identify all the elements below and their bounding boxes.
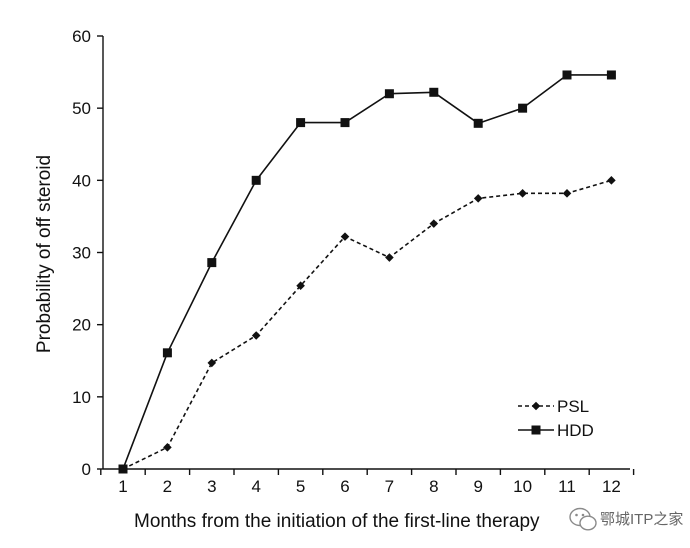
- data-point-hdd: [606, 70, 616, 80]
- y-tick-label: 0: [82, 460, 91, 479]
- data-point-psl: [429, 219, 439, 228]
- data-point-psl: [251, 331, 261, 340]
- series-line-hdd: [122, 74, 612, 470]
- y-tick-label: 40: [72, 171, 91, 190]
- data-point-hdd: [162, 348, 172, 358]
- data-point-hdd: [429, 87, 439, 97]
- series-psl: [118, 176, 616, 474]
- data-point-hdd: [473, 118, 483, 128]
- y-tick-label: 10: [72, 388, 91, 407]
- data-point-psl: [473, 194, 483, 203]
- data-point-psl: [207, 358, 217, 368]
- y-tick-label: 60: [72, 27, 91, 46]
- series-line-psl: [122, 179, 612, 470]
- x-tick-label: 12: [602, 477, 621, 496]
- data-point-hdd: [296, 118, 306, 128]
- y-tick-label: 30: [72, 244, 91, 263]
- watermark: 鄂城ITP之家: [569, 507, 683, 531]
- series-hdd: [118, 70, 616, 474]
- data-point-hdd: [118, 464, 128, 474]
- x-tick-label: 2: [163, 477, 172, 496]
- series-layer: [118, 70, 616, 474]
- data-point-hdd: [518, 103, 528, 113]
- data-point-psl: [163, 443, 172, 452]
- watermark-text: 鄂城ITP之家: [600, 511, 683, 528]
- data-point-psl: [607, 176, 616, 185]
- legend-marker-psl: [531, 401, 541, 411]
- x-tick-label: 1: [118, 477, 127, 496]
- x-tick-label: 5: [296, 477, 305, 496]
- x-tick-label: 6: [340, 477, 349, 496]
- x-tick-label: 11: [558, 477, 576, 496]
- x-tick-label: 4: [251, 477, 260, 496]
- x-tick-label: 9: [473, 477, 482, 496]
- legend-label-hdd: HDD: [557, 421, 594, 440]
- data-point-hdd: [340, 118, 350, 128]
- x-tick-label: 8: [429, 477, 438, 496]
- x-tick-label: 3: [207, 477, 216, 496]
- data-point-psl: [340, 232, 350, 241]
- legend-marker-hdd: [531, 425, 541, 435]
- wechat-icon: [569, 507, 597, 531]
- legend-label-psl: PSL: [557, 397, 589, 416]
- y-tick-label: 50: [72, 99, 91, 118]
- x-axis-ticks: 1 2 3 4 5 6 7 8 9 10 11 12: [100, 469, 635, 496]
- x-axis-title: Months from the initiation of the first-…: [134, 511, 540, 532]
- data-point-psl: [296, 281, 305, 290]
- data-point-psl: [385, 253, 394, 262]
- x-tick-label: 7: [385, 477, 394, 496]
- data-point-psl: [562, 189, 572, 198]
- data-point-psl: [518, 189, 527, 198]
- x-tick-label: 10: [513, 477, 532, 496]
- y-axis-ticks: 0 10 20 30 40 50 60: [72, 27, 103, 479]
- data-point-hdd: [251, 175, 261, 185]
- data-point-hdd: [384, 89, 394, 99]
- y-tick-label: 20: [72, 316, 91, 335]
- y-axis-title: Probability of off steroid: [34, 155, 55, 353]
- data-point-hdd: [562, 70, 572, 80]
- legend: PSL HDD: [518, 397, 594, 440]
- data-point-hdd: [207, 258, 217, 268]
